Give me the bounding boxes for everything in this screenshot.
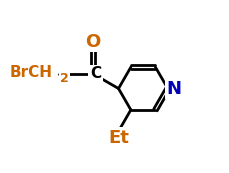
Text: C: C [90,66,101,81]
Text: N: N [166,80,181,98]
Text: Et: Et [108,129,129,147]
Text: BrCH: BrCH [9,65,52,80]
Text: O: O [86,33,101,51]
Text: 2: 2 [60,72,69,85]
